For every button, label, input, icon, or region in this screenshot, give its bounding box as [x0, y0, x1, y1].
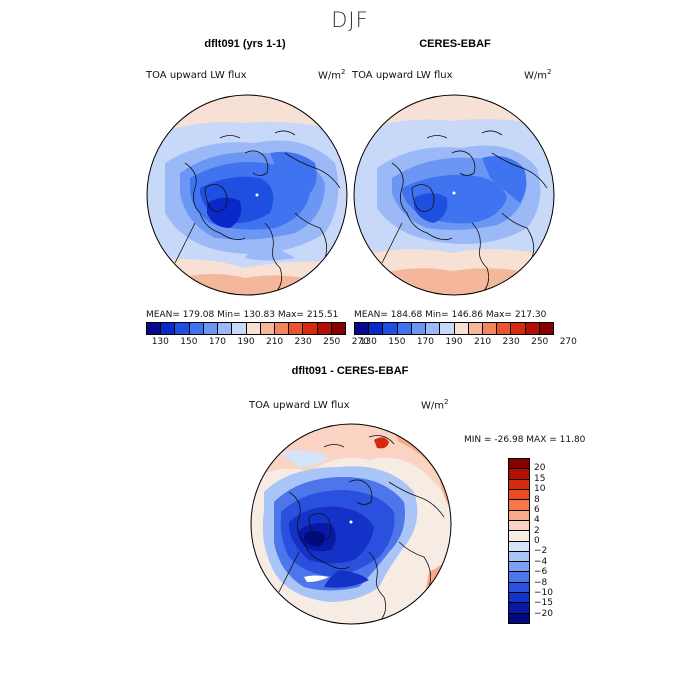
colorbar-segment: [509, 613, 529, 623]
colorbar-tick-label: 190: [237, 337, 255, 347]
obs-colorbar: [354, 322, 554, 335]
colorbar-segment: [509, 469, 529, 480]
colorbar-segment: [509, 562, 529, 573]
diff-units: W/m2: [421, 398, 449, 412]
colorbar-tick-label: 230: [502, 337, 520, 347]
diff-stats: MIN = -26.98 MAX = 11.80: [464, 435, 586, 445]
colorbar-tick-label: −2: [534, 546, 548, 557]
colorbar-segment: [274, 323, 290, 334]
colorbar-tick-label: 20: [534, 463, 546, 474]
colorbar-segment: [175, 323, 190, 334]
colorbar-segment: [189, 323, 204, 334]
colorbar-tick-label: 4: [534, 515, 540, 526]
colorbar-tick-label: 130: [359, 337, 377, 347]
obs-polar-map: [353, 94, 555, 296]
colorbar-segment: [383, 323, 398, 334]
diff-colorbar: [508, 458, 530, 624]
colorbar-tick-label: 130: [151, 337, 169, 347]
colorbar-tick-label: 150: [388, 337, 406, 347]
colorbar-tick-label: 150: [180, 337, 198, 347]
colorbar-segment: [509, 541, 529, 552]
colorbar-tick-label: 250: [531, 337, 549, 347]
model-panel-title: dflt091 (yrs 1-1): [204, 38, 286, 50]
colorbar-segment: [468, 323, 483, 334]
colorbar-tick-label: 210: [473, 337, 492, 347]
colorbar-segment: [161, 323, 176, 334]
colorbar-segment: [440, 323, 455, 334]
colorbar-segment: [331, 323, 346, 334]
colorbar-segment: [260, 323, 275, 334]
colorbar-tick-label: −6: [534, 567, 548, 578]
colorbar-tick-label: 250: [323, 337, 341, 347]
colorbar-segment: [509, 500, 529, 511]
obs-colorbar-labels: 130 150 170 190 210 230 250 270: [354, 337, 577, 349]
diff-field-label: TOA upward LW flux: [249, 400, 350, 411]
obs-field-label: TOA upward LW flux: [352, 70, 453, 81]
model-units: W/m2: [318, 68, 346, 82]
colorbar-segment: [509, 459, 529, 470]
model-field-label: TOA upward LW flux: [146, 70, 247, 81]
colorbar-tick-label: 170: [416, 337, 435, 347]
colorbar-segment: [246, 323, 261, 334]
colorbar-segment: [303, 323, 318, 334]
obs-panel-title: CERES-EBAF: [419, 38, 491, 50]
colorbar-segment: [454, 323, 469, 334]
model-stats: MEAN= 179.08 Min= 130.83 Max= 215.51: [146, 310, 339, 320]
colorbar-tick-label: 6: [534, 504, 540, 515]
colorbar-tick-label: 230: [294, 337, 312, 347]
colorbar-segment: [497, 323, 512, 334]
colorbar-segment: [539, 323, 554, 334]
colorbar-tick-label: 15: [534, 473, 546, 484]
colorbar-tick-label: 190: [445, 337, 463, 347]
colorbar-segment: [509, 551, 529, 563]
colorbar-segment: [482, 323, 498, 334]
colorbar-tick-label: 10: [534, 484, 546, 495]
colorbar-segment: [203, 323, 219, 334]
colorbar-segment: [509, 531, 529, 542]
colorbar-tick-label: 0: [534, 536, 540, 546]
model-colorbar-labels: 130 150 170 190 210 230 250 270: [146, 337, 369, 349]
colorbar-segment: [509, 572, 529, 583]
colorbar-segment: [509, 489, 529, 501]
colorbar-tick-label: −10: [534, 587, 553, 598]
colorbar-tick-label: −20: [534, 608, 553, 619]
model-polar-map: [146, 94, 348, 296]
colorbar-tick-label: −8: [534, 577, 548, 588]
colorbar-segment: [509, 520, 529, 532]
colorbar-segment: [218, 323, 233, 334]
diff-polar-map: [250, 423, 452, 625]
colorbar-segment: [509, 603, 529, 614]
colorbar-segment: [317, 323, 332, 334]
colorbar-tick-label: 2: [534, 525, 540, 536]
colorbar-tick-label: −15: [534, 598, 553, 609]
model-colorbar: [146, 322, 346, 335]
colorbar-segment: [147, 323, 162, 334]
colorbar-segment: [509, 510, 529, 521]
obs-units: W/m2: [524, 68, 552, 82]
colorbar-segment: [397, 323, 412, 334]
colorbar-segment: [355, 323, 370, 334]
colorbar-segment: [509, 582, 529, 594]
colorbar-tick-label: 210: [265, 337, 284, 347]
colorbar-tick-label: 170: [208, 337, 227, 347]
diff-colorbar-labels: 20 15 10 8 6 4 2 0 −2 −4 −6 −8 −10 −15 −20: [534, 458, 574, 622]
colorbar-segment: [509, 479, 529, 490]
colorbar-segment: [525, 323, 540, 334]
colorbar-segment: [511, 323, 526, 334]
obs-stats: MEAN= 184.68 Min= 146.86 Max= 217.30: [354, 310, 547, 320]
colorbar-tick-label: 8: [534, 494, 540, 505]
colorbar-segment: [232, 323, 247, 334]
colorbar-segment: [509, 593, 529, 604]
colorbar-segment: [411, 323, 427, 334]
colorbar-segment: [426, 323, 441, 334]
colorbar-tick-label: 270: [351, 337, 369, 347]
main-title: DJF: [331, 8, 369, 32]
colorbar-tick-label: −4: [534, 556, 548, 567]
diff-panel-title: dflt091 - CERES-EBAF: [291, 365, 409, 377]
colorbar-segment: [369, 323, 384, 334]
colorbar-tick-label: 270: [559, 337, 577, 347]
colorbar-segment: [289, 323, 304, 334]
